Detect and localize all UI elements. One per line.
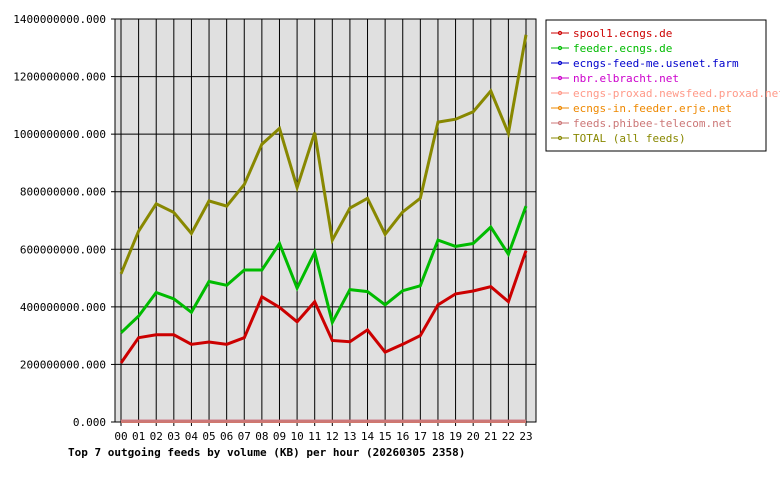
legend-entry: TOTAL (all feeds): [573, 132, 686, 145]
legend-entry: ecngs-feed-me.usenet.farm: [573, 57, 739, 70]
y-tick-labels: 0.000 200000000.000 400000000.000 600000000…: [13, 13, 106, 429]
x-tick-label: 02: [150, 430, 163, 443]
x-tick-label: 18: [431, 430, 444, 443]
x-tick-label: 17: [414, 430, 427, 443]
plot-area: [114, 18, 537, 423]
series-line-total-all-feeds-: [119, 34, 528, 275]
x-tick-label: 21: [484, 430, 497, 443]
legend-entry: ecngs-proxad.newsfeed.proxad.net: [573, 87, 780, 100]
y-tick-label: 0.000: [73, 416, 106, 429]
x-tick-label: 20: [467, 430, 480, 443]
x-tick-labels: 00 01 02 03 04 05 06 07 08 09 10 11 12 13 14 15 16 17 18 19…: [114, 430, 532, 443]
x-tick-label: 08: [255, 430, 268, 443]
legend-entry: feeds.phibee-telecom.net: [573, 117, 732, 130]
legend-swatch-marker: [557, 105, 563, 111]
legend: spool1.ecngs.de feeder.ecngs.de ecngs-feed…: [551, 27, 780, 145]
x-tick-label: 04: [185, 430, 199, 443]
x-tick-label: 03: [167, 430, 180, 443]
x-tick-label: 07: [238, 430, 251, 443]
x-tick-label: 15: [379, 430, 392, 443]
x-tick-label: 10: [290, 430, 303, 443]
x-tick-label: 23: [519, 430, 532, 443]
legend-swatch-marker: [557, 45, 563, 51]
x-tick-label: 13: [343, 430, 356, 443]
legend-swatch-marker: [557, 30, 563, 36]
legend-swatch-marker: [557, 135, 563, 141]
x-tick-label: 16: [396, 430, 409, 443]
x-tick-label: 19: [449, 430, 462, 443]
legend-swatch-marker: [557, 90, 563, 96]
x-tick-label: 22: [502, 430, 515, 443]
y-tick-label: 600000000.000: [20, 243, 106, 256]
legend-box: [545, 19, 767, 152]
y-tick-label: 200000000.000: [20, 358, 106, 371]
series-lines: [119, 34, 528, 423]
x-tick-label: 00: [114, 430, 127, 443]
y-tick-label: 400000000.000: [20, 301, 106, 314]
y-tick-label: 1000000000.000: [13, 128, 106, 141]
x-tick-label: 05: [202, 430, 215, 443]
x-tick-label: 14: [361, 430, 375, 443]
y-tick-label: 1200000000.000: [13, 71, 106, 84]
legend-swatch-marker: [557, 75, 563, 81]
y-tick-label: 800000000.000: [20, 186, 106, 199]
series-line-spool1-ecngs-de: [119, 250, 528, 364]
legend-swatch-marker: [557, 60, 563, 66]
legend-entry: feeder.ecngs.de: [573, 42, 672, 55]
x-tick-label: 11: [308, 430, 321, 443]
y-tick-label: 1400000000.000: [13, 13, 106, 26]
series-line-feeder-ecngs-de: [119, 205, 528, 334]
legend-swatch-marker: [557, 120, 563, 126]
legend-entry: spool1.ecngs.de: [573, 27, 672, 40]
x-tick-label: 09: [273, 430, 286, 443]
chart-title: Top 7 outgoing feeds by volume (KB) per …: [68, 446, 465, 459]
x-tick-label: 01: [132, 430, 145, 443]
x-tick-label: 06: [220, 430, 233, 443]
x-tick-label: 12: [326, 430, 339, 443]
legend-entry: nbr.elbracht.net: [573, 72, 679, 85]
legend-entry: ecngs-in.feeder.erje.net: [573, 102, 732, 115]
